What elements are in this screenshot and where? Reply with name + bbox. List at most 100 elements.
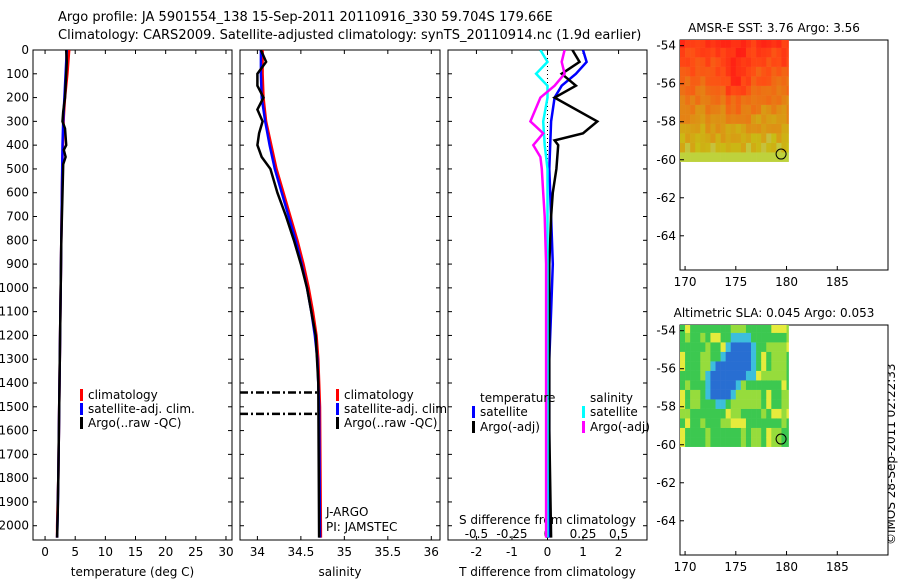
diff-legend-swatch xyxy=(472,406,475,418)
sla-map-cell xyxy=(745,380,752,390)
sla-map-cell xyxy=(690,418,696,428)
sst-map-cell xyxy=(776,57,782,67)
sst-map-cell xyxy=(710,85,716,96)
sla-map-cell xyxy=(685,380,691,390)
salinity-diff-tick-label: 0.25 xyxy=(570,527,597,541)
sla-map-cell xyxy=(781,380,787,390)
sst-map-cell xyxy=(710,104,716,115)
sla-map-cell xyxy=(720,437,726,447)
sst-map-cell xyxy=(680,133,686,143)
sst-map-cell xyxy=(751,66,757,77)
sla-map-cell xyxy=(685,427,691,438)
sst-map-cell xyxy=(776,104,782,115)
sst-map-cell xyxy=(720,85,726,96)
sst-map-ytick-label: -62 xyxy=(656,191,676,205)
salinity-xtick-label: 34 xyxy=(250,545,265,559)
sst-map-cell xyxy=(730,47,737,58)
sla-map-cell xyxy=(695,418,701,428)
sst-map-cell xyxy=(751,57,757,67)
sst-map-cell xyxy=(680,95,686,105)
sla-map-cell xyxy=(720,351,726,362)
sla-map-cell xyxy=(745,389,752,400)
sst-map-cell xyxy=(776,152,782,162)
sst-map-cell xyxy=(705,123,711,134)
temperature-xtick-label: 25 xyxy=(188,545,203,559)
sst-map-cell xyxy=(756,152,762,162)
sla-map-cell xyxy=(705,389,711,400)
sla-map-cell xyxy=(715,408,721,419)
sla-map-cell xyxy=(710,342,716,352)
sla-map-cell xyxy=(690,389,696,400)
salinity-diff-tick-label: -0.25 xyxy=(496,527,527,541)
sla-map-cell xyxy=(756,408,762,419)
sla-map-cell xyxy=(751,408,757,419)
sla-map-cell xyxy=(781,325,787,333)
temperature-legend-swatch xyxy=(80,389,83,401)
sst-map-cell xyxy=(730,66,737,77)
sst-map-cell xyxy=(680,152,686,162)
sla-map-cell xyxy=(715,427,721,438)
sst-map-cell xyxy=(725,40,732,48)
sla-map-cell xyxy=(776,325,782,333)
sst-map-cell xyxy=(680,76,686,86)
sla-map-cell xyxy=(786,342,789,352)
temperature-xtick-label: 15 xyxy=(128,545,143,559)
sst-map-cell xyxy=(730,152,737,162)
sla-map-cell xyxy=(715,370,721,381)
sst-map-cell xyxy=(740,47,747,58)
sla-map-cell xyxy=(680,418,686,428)
sst-map-cell xyxy=(680,85,686,96)
sla-map-cell xyxy=(680,427,686,438)
sst-map-cell xyxy=(786,57,789,67)
sla-map-cell xyxy=(735,399,742,409)
sla-map-cell xyxy=(781,332,787,343)
sla-map-cell xyxy=(700,408,706,419)
depth-tick-label: 1600 xyxy=(0,424,29,438)
depth-tick-label: 1300 xyxy=(0,352,29,366)
diff-legend-label: satellite xyxy=(590,405,638,419)
sst-map-cell xyxy=(735,85,742,96)
sst-map-cell xyxy=(771,57,777,67)
sst-map-cell xyxy=(756,66,762,77)
sla-map-cell xyxy=(745,325,752,333)
sla-map-cell xyxy=(695,399,701,409)
sst-map-cell xyxy=(771,66,777,77)
sla-map-cell xyxy=(725,418,732,428)
sst-map-cell xyxy=(745,47,752,58)
sst-map-cell xyxy=(761,114,767,124)
sst-map-cell xyxy=(786,66,789,77)
sst-map-cell xyxy=(710,133,716,143)
sst-map-cell xyxy=(735,123,742,134)
sla-map-cell xyxy=(705,342,711,352)
sst-map-cell xyxy=(690,85,696,96)
sla-map-cell xyxy=(751,399,757,409)
sst-map-cell xyxy=(700,40,706,48)
sla-map-cell xyxy=(735,351,742,362)
sla-map-cell xyxy=(786,399,789,409)
sla-map-cell xyxy=(771,325,777,333)
sla-map-cell xyxy=(781,418,787,428)
sst-map-cell xyxy=(776,114,782,124)
sla-map-cell xyxy=(776,332,782,343)
sst-map-cell xyxy=(720,47,726,58)
sla-map-cell xyxy=(725,437,732,447)
sla-map-cell xyxy=(771,418,777,428)
sla-map-cell xyxy=(730,427,737,438)
sst-map-cell xyxy=(761,133,767,143)
sla-map-cell xyxy=(700,389,706,400)
sla-map-cell xyxy=(730,437,737,447)
depth-tick-label: 200 xyxy=(6,91,29,105)
sla-map-cell xyxy=(720,332,726,343)
sst-map-cell xyxy=(695,66,701,77)
sla-map-ytick-label: -56 xyxy=(656,362,676,376)
sla-map-cell xyxy=(771,361,777,371)
sla-map-cell xyxy=(705,361,711,371)
sst-map-cell xyxy=(751,123,757,134)
sla-map-cell xyxy=(720,370,726,381)
depth-tick-label: 800 xyxy=(6,233,29,247)
sla-map-cell xyxy=(685,342,691,352)
sla-map-cell xyxy=(756,325,762,333)
sst-map-cell xyxy=(700,57,706,67)
sst-map-argo-marker xyxy=(775,148,787,160)
sla-map-cell xyxy=(751,389,757,400)
